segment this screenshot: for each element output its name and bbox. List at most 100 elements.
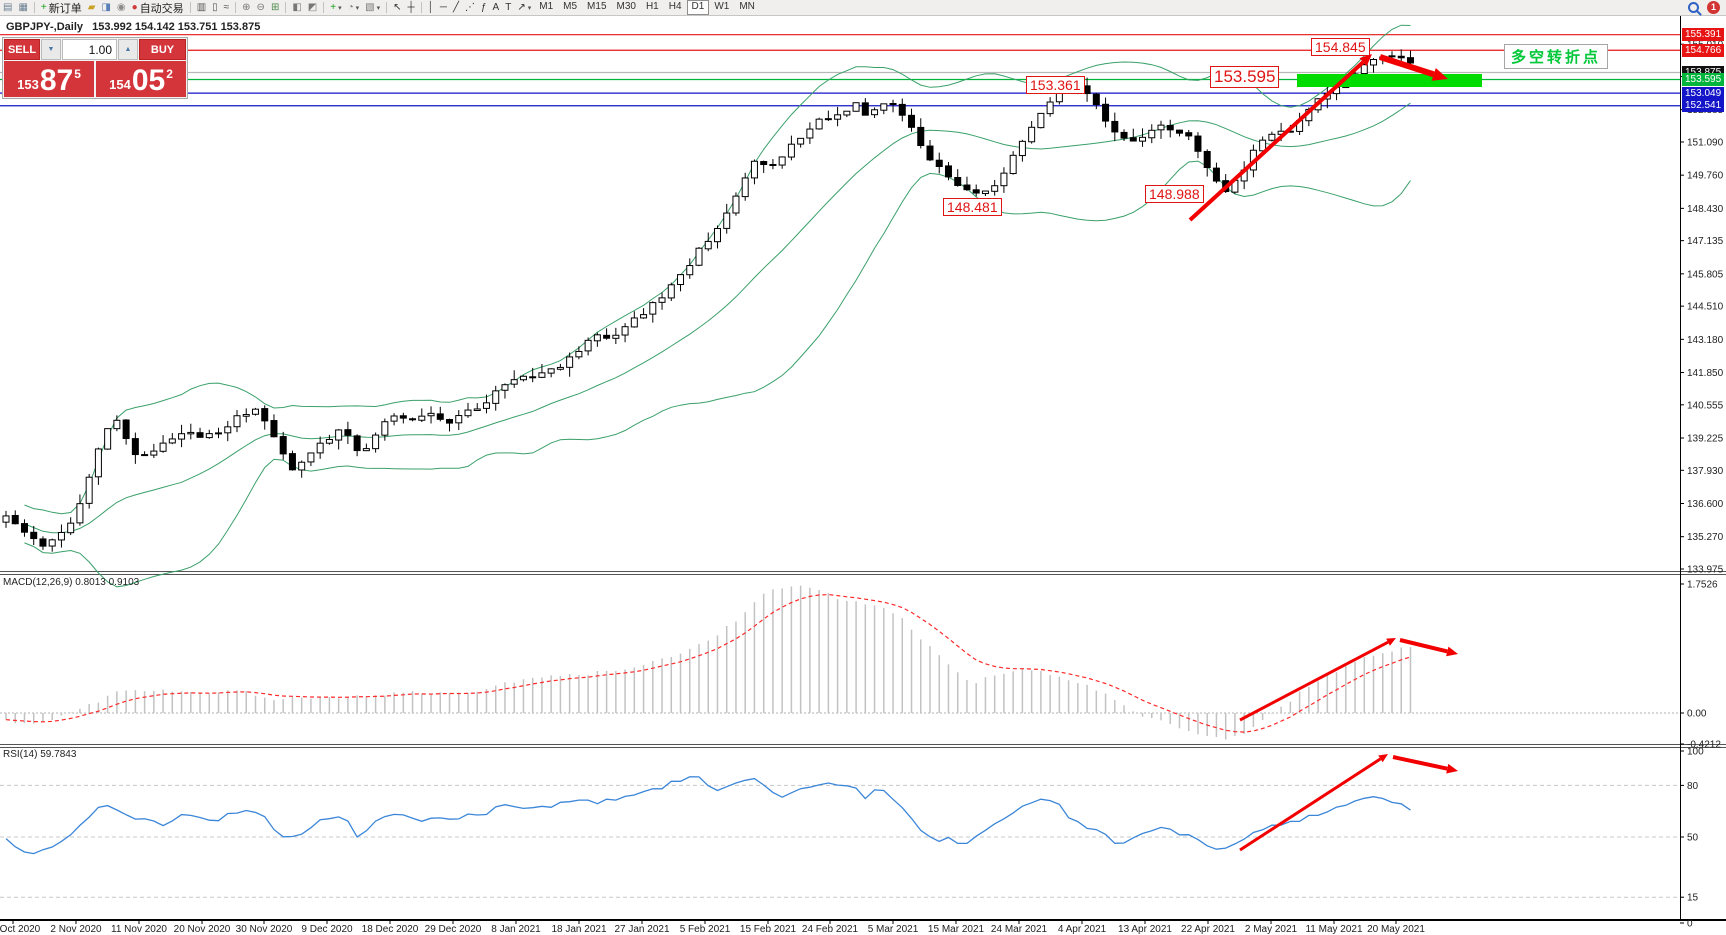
signals-icon: ◉ xyxy=(116,2,126,13)
zoom-in-button[interactable]: ⊕ xyxy=(239,1,253,14)
price-axis-label: 153.049 xyxy=(1682,86,1725,100)
template-dropdown-icon[interactable]: ▾ xyxy=(376,4,381,12)
trend-arrows xyxy=(1188,54,1458,852)
new-order-icon: + xyxy=(40,2,47,13)
buy-price-button[interactable]: 154 05 2 xyxy=(96,61,186,97)
timeframe-mn-button[interactable]: MN xyxy=(739,1,755,12)
tile-windows-button[interactable]: ⊞ xyxy=(268,1,282,14)
search-icon[interactable] xyxy=(1688,2,1699,13)
volume-decrease-button[interactable]: ▼ xyxy=(41,39,61,60)
timeframe-h4-button[interactable]: H4 xyxy=(668,1,682,12)
history-center-icon: ▰ xyxy=(87,2,96,13)
new-chart-button[interactable]: ▤ xyxy=(0,1,15,14)
text-tool-icon: A xyxy=(492,2,500,13)
add-indicator-dropdown-icon[interactable]: ▾ xyxy=(338,4,342,12)
svg-text:148.430: 148.430 xyxy=(1687,204,1724,215)
timeframe-h1-button[interactable]: H1 xyxy=(645,1,659,12)
auto-trading-button[interactable]: ● 自动交易 xyxy=(129,1,187,15)
svg-text:20 May 2021: 20 May 2021 xyxy=(1367,924,1425,935)
buy-button[interactable]: BUY xyxy=(139,39,186,60)
period-selector-dropdown-icon[interactable]: ▾ xyxy=(355,4,360,12)
macd-signal-line xyxy=(5,593,1411,733)
arrows-tool-button[interactable]: ↗ ▾ xyxy=(514,1,534,14)
price-annotation-label: 148.988 xyxy=(1145,185,1204,204)
channel-tool-button[interactable]: ⋰ xyxy=(462,1,478,14)
data-window-button[interactable]: ◧ xyxy=(289,1,304,14)
rsi-line xyxy=(5,776,1411,855)
navigator-button[interactable]: ◩ xyxy=(305,1,320,14)
volume-input[interactable]: 1.00 xyxy=(62,39,117,60)
add-indicator-icon: + xyxy=(330,2,337,13)
profiles-icon: ▦ xyxy=(18,2,28,13)
svg-text:15 Feb 2021: 15 Feb 2021 xyxy=(740,924,797,935)
svg-text:136.600: 136.600 xyxy=(1687,499,1724,510)
support-zone xyxy=(1297,74,1482,87)
svg-text:0.00: 0.00 xyxy=(1687,709,1707,720)
signals-button[interactable]: ◉ xyxy=(114,1,129,14)
svg-text:30 Nov 2020: 30 Nov 2020 xyxy=(236,924,293,935)
label-tool-icon: T xyxy=(505,2,512,13)
svg-text:15: 15 xyxy=(1687,893,1699,904)
candlestick-series xyxy=(2,49,1414,552)
sell-price-whole: 153 xyxy=(17,77,39,92)
zoom-out-button[interactable]: ⊖ xyxy=(254,1,268,14)
svg-text:8 Jan 2021: 8 Jan 2021 xyxy=(491,924,541,935)
toolbar-separator xyxy=(33,2,35,13)
period-selector-button[interactable]: ◔ ▾ xyxy=(345,1,363,14)
toolbar-separator xyxy=(235,2,237,13)
sell-price-button[interactable]: 153 87 5 xyxy=(4,61,94,97)
zoom-out-icon: ⊖ xyxy=(256,2,265,13)
price-annotation-label: 154.845 xyxy=(1311,38,1370,57)
timeframe-m30-button[interactable]: M30 xyxy=(616,1,636,12)
svg-text:140.555: 140.555 xyxy=(1687,400,1724,411)
bollinger-lower-band xyxy=(24,160,1411,588)
timeframe-m15-button[interactable]: M15 xyxy=(587,1,607,12)
cursor-tool-button[interactable]: ↖ xyxy=(390,1,404,14)
price-annotation-label: 153.595 xyxy=(1210,66,1280,88)
sell-price-pips: 87 xyxy=(39,64,74,97)
one-click-trading-panel: SELL ▼ 1.00 ▲ BUY 153 87 5 154 05 2 xyxy=(2,37,188,99)
svg-text:4 Apr 2021: 4 Apr 2021 xyxy=(1058,924,1107,935)
svg-text:50: 50 xyxy=(1687,833,1699,844)
crosshair-tool-button[interactable]: ┼ xyxy=(405,1,418,14)
history-center-button[interactable]: ▰ xyxy=(85,1,99,14)
volume-increase-button[interactable]: ▲ xyxy=(118,39,138,60)
template-button[interactable]: ▧ ▾ xyxy=(362,1,383,14)
vertical-line-tool-button[interactable]: │ xyxy=(425,1,437,14)
svg-text:27 Jan 2021: 27 Jan 2021 xyxy=(614,924,669,935)
svg-text:24 Feb 2021: 24 Feb 2021 xyxy=(802,924,859,935)
new-order-button[interactable]: + 新订单 xyxy=(38,1,85,15)
profiles-button[interactable]: ▦ xyxy=(15,1,30,14)
fibonacci-tool-button[interactable]: ƒ xyxy=(478,1,490,14)
tile-windows-icon: ⊞ xyxy=(270,2,280,13)
svg-text:2 Nov 2020: 2 Nov 2020 xyxy=(50,924,102,935)
text-tool-button[interactable]: A xyxy=(490,1,503,14)
timeframe-m5-button[interactable]: M5 xyxy=(563,1,578,12)
market-watch-button[interactable]: ◨ xyxy=(98,1,113,14)
notifications-icon[interactable]: 1 xyxy=(1707,1,1720,14)
svg-text:100: 100 xyxy=(1687,747,1704,758)
trendline-tool-button[interactable]: ╱ xyxy=(450,1,462,14)
buy-price-pips: 05 xyxy=(131,64,166,97)
timeframe-d1-button[interactable]: D1 xyxy=(686,0,710,15)
candlestick-mode-button[interactable]: ▯ xyxy=(209,1,221,14)
fibonacci-tool-icon: ƒ xyxy=(480,2,487,13)
line-chart-mode-button[interactable]: ≈ xyxy=(221,1,233,14)
arrows-tool-dropdown-icon[interactable]: ▾ xyxy=(527,4,532,12)
data-window-icon: ◧ xyxy=(292,2,302,13)
new-order-label: 新订单 xyxy=(48,2,82,15)
timeframe-w1-button[interactable]: W1 xyxy=(714,1,730,12)
macd-indicator-label: MACD(12,26,9) 0.8013 0.9103 xyxy=(3,577,140,588)
svg-text:1.7526: 1.7526 xyxy=(1687,580,1718,591)
bar-chart-mode-button[interactable]: ▥ xyxy=(194,1,209,14)
add-indicator-button[interactable]: + ▾ xyxy=(327,1,344,14)
horizontal-line-tool-button[interactable]: ─ xyxy=(437,1,450,14)
label-tool-button[interactable]: T xyxy=(502,1,514,14)
svg-text:139.225: 139.225 xyxy=(1687,434,1724,445)
timeframe-m1-button[interactable]: M1 xyxy=(539,1,554,12)
price-annotation-label: 148.481 xyxy=(943,198,1002,217)
sell-button[interactable]: SELL xyxy=(4,39,40,60)
svg-text:29 Dec 2020: 29 Dec 2020 xyxy=(425,924,482,935)
toolbar-separator xyxy=(386,2,388,13)
